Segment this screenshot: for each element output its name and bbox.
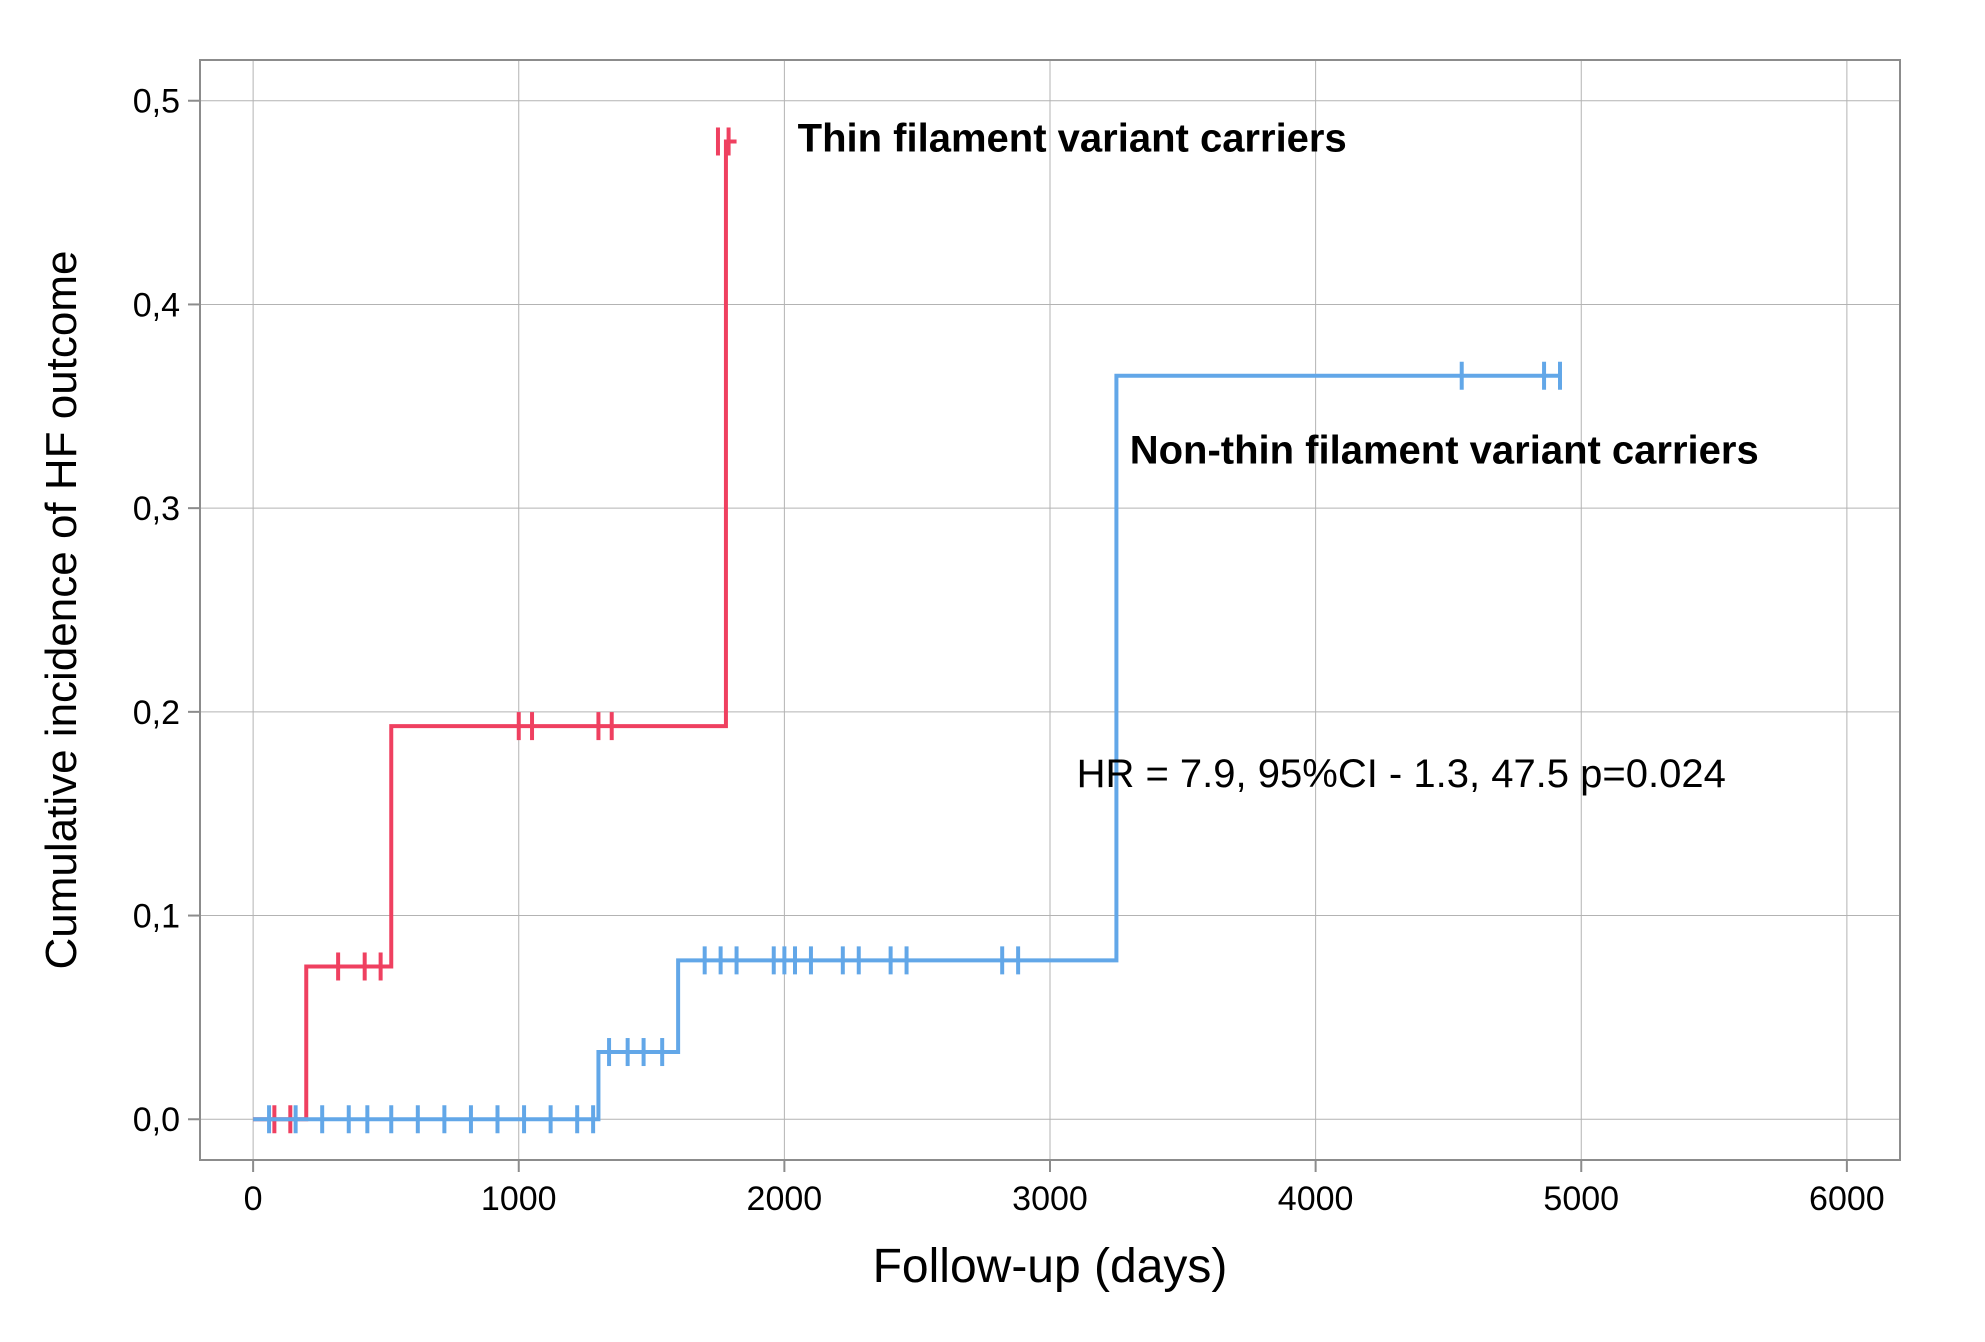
stat-annotation: HR = 7.9, 95%CI - 1.3, 47.5 p=0.024 [1077, 752, 1726, 796]
x-tick-label: 5000 [1543, 1180, 1619, 1218]
x-tick-label: 0 [244, 1180, 263, 1218]
chart-bg [0, 0, 1985, 1342]
km-chart: 0 1000 2000 3000 4000 5000 6000 0,0 0,1 0,2 0,3 0,4… [0, 0, 1985, 1342]
x-tick-label: 2000 [747, 1180, 823, 1218]
y-tick-label: 0,4 [133, 286, 180, 324]
x-tick-label: 3000 [1012, 1180, 1088, 1218]
series-label-thin: Thin filament variant carriers [798, 117, 1347, 161]
y-tick-label: 0,2 [133, 694, 180, 732]
y-tick-label: 0,5 [133, 83, 180, 121]
y-tick-label: 0,0 [133, 1101, 180, 1139]
y-tick-label: 0,3 [133, 490, 180, 528]
x-tick-label: 4000 [1278, 1180, 1354, 1218]
x-tick-label: 1000 [481, 1180, 557, 1218]
x-axis-title: Follow-up (days) [873, 1240, 1228, 1293]
series-label-nonthin: Non-thin filament variant carriers [1130, 428, 1759, 472]
y-tick-label: 0,1 [133, 897, 180, 935]
y-axis-title: Cumulative incidence of HF outcome [37, 251, 86, 970]
x-tick-label: 6000 [1809, 1180, 1885, 1218]
